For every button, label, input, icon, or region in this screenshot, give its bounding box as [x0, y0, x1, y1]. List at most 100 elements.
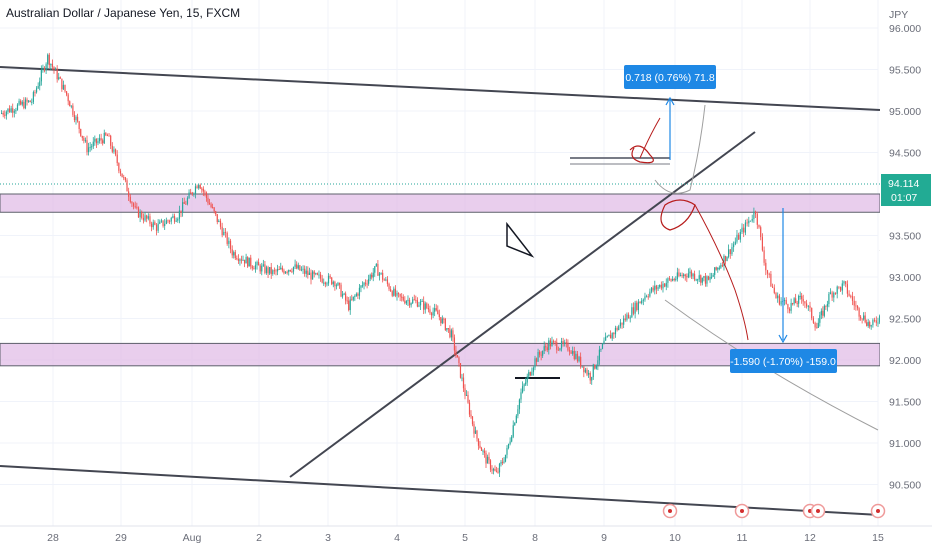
candle-body: [405, 301, 408, 304]
candle-body: [458, 357, 460, 364]
candle-body: [162, 220, 164, 226]
candle-body: [375, 263, 377, 267]
candle-body: [105, 132, 107, 136]
candle-body: [486, 456, 489, 464]
candle-body: [319, 274, 322, 279]
candle-body: [731, 247, 733, 255]
candle-body: [514, 422, 516, 426]
candle-body: [338, 282, 341, 285]
candle-body: [681, 275, 683, 277]
candle-body: [53, 66, 55, 70]
candle-body: [390, 289, 392, 292]
candle-body: [554, 341, 556, 343]
candle-body: [126, 180, 128, 192]
candle-body: [154, 222, 156, 225]
candle-body: [440, 317, 442, 324]
candle-body: [790, 302, 792, 311]
candle-body: [343, 293, 345, 295]
candle-body: [851, 296, 854, 301]
candle-body: [106, 135, 108, 137]
candle-body: [662, 283, 664, 289]
candle-body: [598, 349, 600, 361]
candle-body: [509, 441, 511, 444]
candle-body: [495, 470, 498, 472]
candle-body: [245, 257, 247, 264]
candle-body: [450, 330, 452, 338]
candle-body: [186, 198, 189, 204]
x-tick-label: 5: [462, 532, 468, 544]
candle-body: [95, 138, 98, 144]
candle-body: [710, 276, 713, 278]
candle-body: [213, 207, 215, 212]
candle-body: [723, 255, 725, 266]
candle-body: [482, 450, 484, 452]
candle-body: [654, 285, 656, 291]
candle-body: [429, 309, 431, 314]
candle-body: [650, 287, 653, 292]
measure-up-arrow: [665, 96, 675, 106]
x-tick-label: 10: [669, 532, 681, 544]
candle-body: [494, 468, 496, 471]
candle-body: [811, 307, 813, 319]
candle-body: [542, 350, 544, 356]
candle-body: [649, 291, 651, 297]
candle-body: [152, 222, 154, 228]
candle-body: [586, 369, 588, 375]
candle-body: [157, 223, 159, 231]
candle-body: [828, 294, 830, 304]
candle-body: [40, 69, 42, 82]
candle-body: [61, 78, 63, 90]
candle-body: [525, 382, 527, 385]
candle-body: [332, 281, 334, 285]
candle-body: [564, 342, 566, 344]
candle-body: [500, 461, 502, 464]
candle-body: [689, 271, 691, 274]
candle-body: [700, 275, 702, 283]
candle-body: [91, 146, 93, 148]
candle-body: [603, 340, 605, 344]
candle-body: [867, 322, 869, 326]
candle-body: [292, 266, 295, 272]
candle-body: [614, 327, 617, 335]
candle-body: [240, 259, 243, 261]
candle-body: [462, 377, 465, 389]
candle-body: [56, 68, 58, 80]
candle-body: [773, 287, 775, 293]
candle-body: [559, 348, 561, 350]
y-tick-label: 91.000: [889, 438, 921, 450]
candle-body: [12, 108, 14, 113]
candle-body: [391, 291, 393, 296]
lower-channel-line: [0, 465, 881, 516]
candle-body: [114, 149, 117, 155]
candle-body: [763, 250, 765, 263]
candle-body: [636, 302, 638, 311]
candle-body: [539, 352, 541, 355]
candle-body: [621, 322, 623, 325]
candle-body: [23, 101, 25, 109]
candle-body: [382, 272, 384, 280]
candle-body: [850, 295, 852, 297]
candle-body: [812, 318, 814, 323]
candle-body: [302, 268, 304, 270]
candle-body: [415, 299, 417, 301]
candlestick-series: [0, 52, 932, 478]
candle-body: [300, 269, 303, 271]
candle-body: [94, 138, 96, 142]
candle-body: [863, 315, 865, 320]
candle-body: [297, 265, 299, 269]
candle-body: [31, 101, 33, 103]
candle-body: [441, 318, 443, 324]
candle-body: [357, 293, 359, 296]
candle-body: [146, 215, 148, 219]
candle-body: [288, 269, 290, 273]
candle-body: [196, 186, 198, 189]
candle-body: [647, 296, 649, 298]
candle-body: [706, 276, 708, 284]
candle-body: [679, 275, 682, 277]
candle-body: [354, 296, 356, 298]
candle-body: [879, 315, 881, 323]
candle-body: [81, 135, 83, 138]
candle-body: [845, 281, 847, 285]
chart-grid: [0, 0, 879, 526]
